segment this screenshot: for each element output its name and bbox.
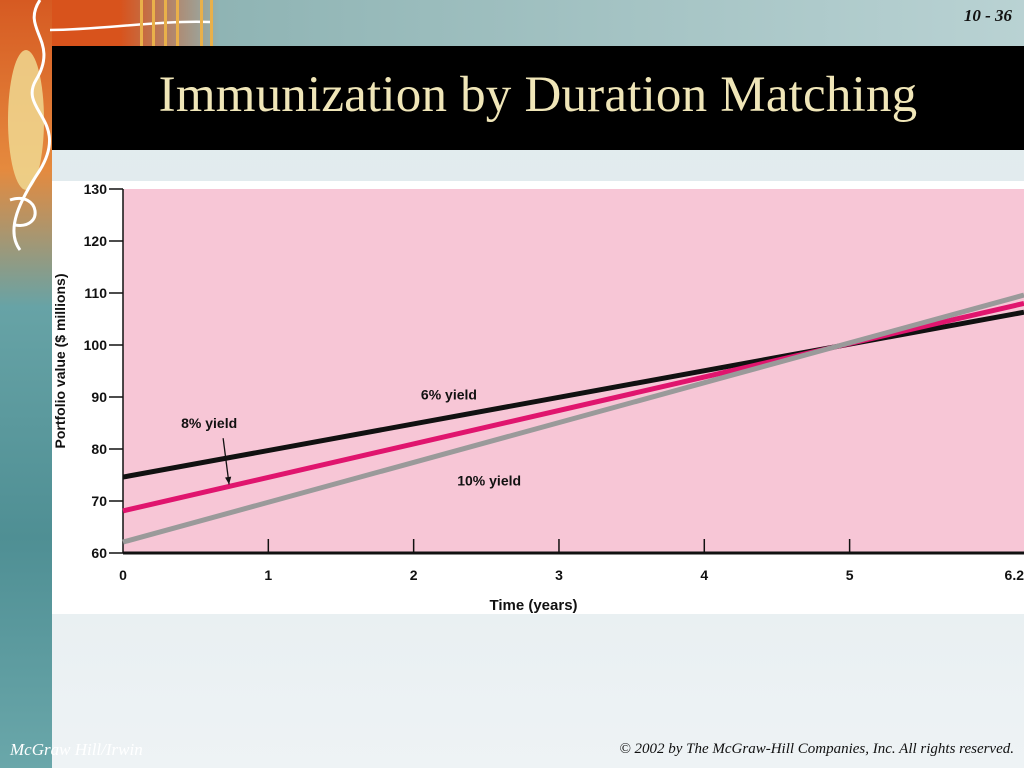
x-tick-label: 1 — [264, 567, 272, 583]
series-annotation-label: 6% yield — [421, 387, 477, 403]
line-chart: 60 70 80 90 100 110 120 130 0 1 2 3 4 5 6.2 6% yield 8% … — [52, 181, 1024, 614]
chart-panel: 60 70 80 90 100 110 120 130 0 1 2 3 4 5 6.2 6% yield 8% … — [52, 181, 1024, 614]
annotation-arrow-line — [222, 438, 230, 485]
x-tick-label: 5 — [846, 567, 854, 583]
series-annotation-label: 10% yield — [457, 472, 521, 488]
y-tick-label: 70 — [91, 493, 107, 509]
y-axis-label: Portfolio value ($ millions) — [52, 273, 68, 448]
annotation-arrow-head — [225, 476, 232, 485]
title-bar: Immunization by Duration Matching — [52, 46, 1024, 150]
plot-area — [123, 189, 1024, 553]
x-tick-label: 0 — [119, 567, 127, 583]
slide-title: Immunization by Duration Matching — [158, 67, 918, 123]
y-tick-label: 100 — [84, 337, 108, 353]
x-tick-label: 3 — [555, 567, 563, 583]
y-tick-label: 110 — [84, 285, 107, 301]
x-tick-label: 6.2 — [1005, 567, 1024, 583]
decorative-swirl — [8, 0, 213, 251]
x-axis-label: Time (years) — [489, 597, 577, 614]
y-tick-label: 120 — [84, 233, 108, 249]
y-tick-label: 130 — [84, 181, 108, 197]
top-decorative-band — [0, 0, 1024, 48]
series-annotation-label: 8% yield — [181, 415, 237, 431]
series-line-3 — [122, 292, 1024, 545]
y-tick-label: 80 — [91, 441, 107, 457]
y-tick-label: 60 — [91, 545, 107, 561]
slide-number: 10 - 36 — [963, 6, 1012, 25]
x-tick-label: 2 — [410, 567, 418, 583]
footer-copyright: © 2002 by The McGraw-Hill Companies, Inc… — [619, 741, 1014, 757]
x-tick-label: 4 — [700, 567, 708, 583]
footer-publisher: McGraw Hill/Irwin — [10, 740, 143, 759]
y-tick-label: 90 — [91, 389, 107, 405]
